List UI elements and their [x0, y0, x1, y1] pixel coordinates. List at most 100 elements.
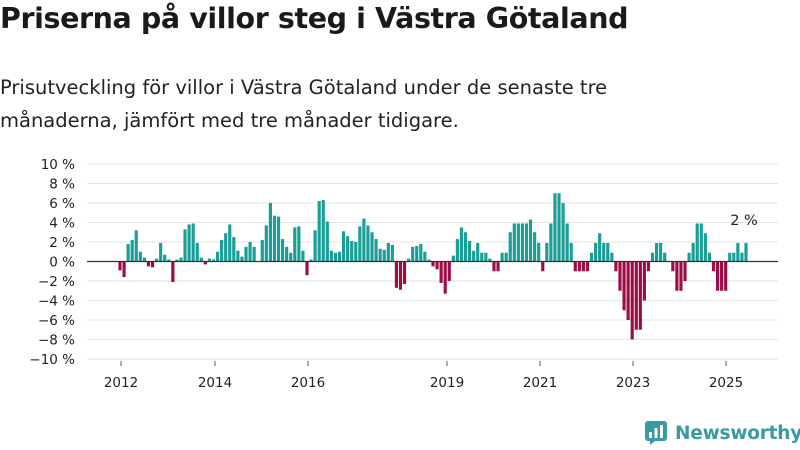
- bar: [264, 225, 268, 262]
- x-tick-label: 2012: [104, 375, 138, 391]
- y-tick-label: −8 %: [38, 333, 75, 349]
- bar: [459, 227, 464, 262]
- bar: [138, 251, 142, 262]
- bar: [594, 242, 598, 262]
- bar: [581, 261, 585, 272]
- y-tick-label: −2 %: [38, 274, 75, 290]
- bar: [321, 200, 325, 262]
- bar: [240, 256, 244, 262]
- bar: [244, 246, 248, 262]
- bar: [577, 261, 581, 272]
- bar: [346, 236, 350, 262]
- bar: [150, 261, 155, 268]
- x-tick-label: 2014: [198, 375, 232, 391]
- bar: [179, 257, 183, 262]
- bar: [252, 246, 256, 262]
- bar: [398, 261, 403, 290]
- bar: [281, 239, 285, 262]
- bar: [565, 223, 569, 262]
- bar: [659, 242, 663, 262]
- bar: [573, 261, 577, 272]
- bar: [163, 254, 167, 262]
- bar: [476, 242, 480, 262]
- bar: [228, 224, 232, 262]
- x-tick-label: 2025: [709, 375, 743, 391]
- bar: [142, 257, 146, 262]
- bar: [207, 258, 212, 262]
- bar: [305, 261, 309, 276]
- bar: [301, 250, 305, 262]
- bar: [293, 227, 297, 262]
- bar: [232, 237, 236, 262]
- brand-name: Newsworthy: [675, 422, 800, 444]
- bar: [549, 223, 553, 262]
- bar: [520, 223, 525, 262]
- x-axis-labels: 2012 2014 2016 2019 2021 2023 2025: [104, 361, 743, 391]
- bar: [203, 261, 207, 265]
- chart-title: Priserna på villor steg i Västra Götalan…: [0, 2, 629, 35]
- bar: [614, 261, 618, 272]
- bar: [382, 249, 386, 262]
- bar: [419, 243, 423, 262]
- bar: [720, 261, 724, 291]
- bar: [537, 242, 541, 262]
- bar: [695, 223, 699, 262]
- bar: [618, 261, 622, 291]
- bar: [402, 261, 407, 284]
- bar: [134, 230, 138, 262]
- bar: [492, 261, 496, 272]
- bar: [707, 252, 711, 262]
- bar: [183, 229, 187, 262]
- bar: [691, 242, 695, 262]
- bar: [248, 242, 252, 262]
- bar: [187, 224, 191, 262]
- bar: [431, 261, 435, 267]
- bar: [703, 233, 707, 262]
- bar: [390, 244, 394, 262]
- bar: [589, 252, 594, 262]
- bar: [362, 218, 366, 262]
- bar: [272, 215, 277, 262]
- bar: [553, 193, 557, 262]
- bar: [224, 233, 228, 262]
- bar: [211, 259, 216, 262]
- bar: [358, 226, 362, 262]
- bar: [541, 261, 545, 272]
- bar: [260, 240, 264, 262]
- bar: [606, 242, 610, 262]
- bar: [122, 261, 126, 278]
- y-tick-label: 8 %: [49, 177, 75, 193]
- bar: [374, 239, 378, 262]
- bar: [516, 223, 520, 262]
- bar: [504, 252, 508, 262]
- bar: [443, 261, 447, 294]
- bar: [341, 231, 346, 262]
- bar: [545, 242, 549, 262]
- bar: [313, 230, 317, 262]
- bars: [118, 193, 748, 340]
- x-tick-label: 2021: [523, 375, 557, 391]
- bar: [297, 226, 301, 262]
- bar: [333, 252, 338, 262]
- bar: [598, 233, 602, 262]
- y-tick-label: −10 %: [29, 352, 75, 368]
- bar: [683, 261, 687, 281]
- bar: [524, 223, 529, 262]
- bar: [622, 261, 626, 311]
- y-tick-label: 4 %: [49, 216, 75, 232]
- bar: [309, 259, 313, 262]
- bar: [366, 225, 370, 262]
- bar: [215, 251, 220, 262]
- bar: [585, 261, 590, 272]
- bar: [711, 261, 716, 272]
- bar: [350, 241, 354, 262]
- bar: [724, 261, 728, 291]
- bar: [679, 261, 683, 291]
- bar: [427, 259, 431, 262]
- bar: [533, 232, 537, 262]
- bar: [675, 261, 679, 291]
- bar: [167, 259, 171, 262]
- x-tick-label: 2016: [291, 375, 325, 391]
- bar: [285, 246, 289, 262]
- bar: [370, 232, 374, 262]
